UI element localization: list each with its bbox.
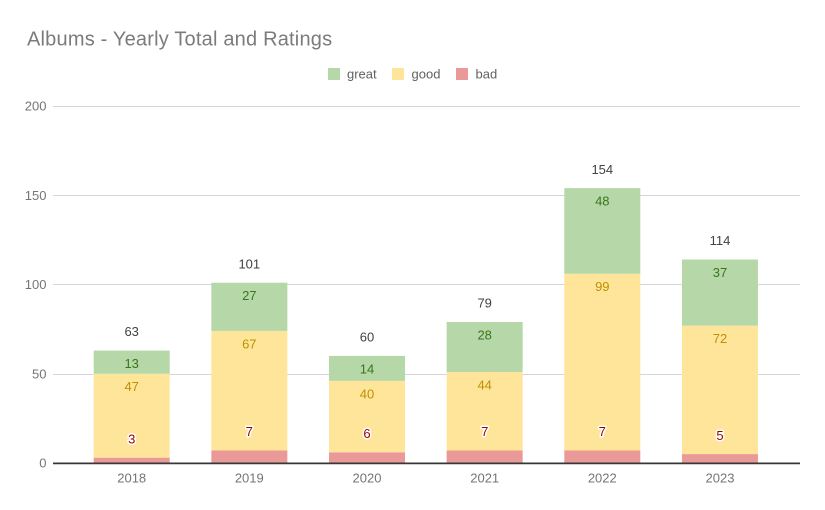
svg-text:13: 13 [124, 356, 138, 371]
svg-text:27: 27 [242, 288, 256, 303]
svg-text:good: good [412, 67, 441, 82]
svg-text:101: 101 [238, 256, 260, 271]
svg-text:60: 60 [360, 330, 374, 345]
svg-text:5: 5 [716, 428, 723, 443]
svg-text:2018: 2018 [117, 471, 146, 486]
svg-text:67: 67 [242, 336, 256, 351]
svg-text:3: 3 [128, 431, 135, 446]
svg-text:Albums - Yearly Total and Rati: Albums - Yearly Total and Ratings [27, 29, 332, 51]
svg-text:47: 47 [124, 379, 138, 394]
svg-text:79: 79 [477, 296, 491, 311]
svg-text:100: 100 [25, 277, 47, 292]
svg-text:7: 7 [599, 424, 606, 439]
svg-text:40: 40 [360, 386, 374, 401]
svg-text:7: 7 [481, 424, 488, 439]
svg-text:48: 48 [595, 194, 609, 209]
svg-text:37: 37 [713, 265, 727, 280]
svg-text:200: 200 [25, 99, 47, 114]
svg-text:44: 44 [477, 377, 491, 392]
svg-text:2022: 2022 [588, 471, 617, 486]
svg-text:150: 150 [25, 188, 47, 203]
svg-text:2019: 2019 [235, 471, 264, 486]
svg-text:114: 114 [710, 233, 731, 248]
svg-text:28: 28 [477, 327, 491, 342]
svg-text:bad: bad [476, 67, 498, 82]
svg-text:7: 7 [246, 424, 253, 439]
svg-text:154: 154 [591, 162, 613, 177]
svg-text:63: 63 [124, 324, 138, 339]
svg-text:2021: 2021 [470, 471, 499, 486]
svg-text:50: 50 [32, 366, 46, 381]
svg-text:14: 14 [360, 361, 374, 376]
svg-text:2020: 2020 [353, 471, 382, 486]
svg-text:99: 99 [595, 279, 609, 294]
svg-text:72: 72 [713, 331, 727, 346]
svg-text:0: 0 [39, 456, 46, 471]
svg-text:6: 6 [363, 426, 370, 441]
svg-text:great: great [347, 67, 377, 82]
svg-text:2023: 2023 [706, 471, 735, 486]
